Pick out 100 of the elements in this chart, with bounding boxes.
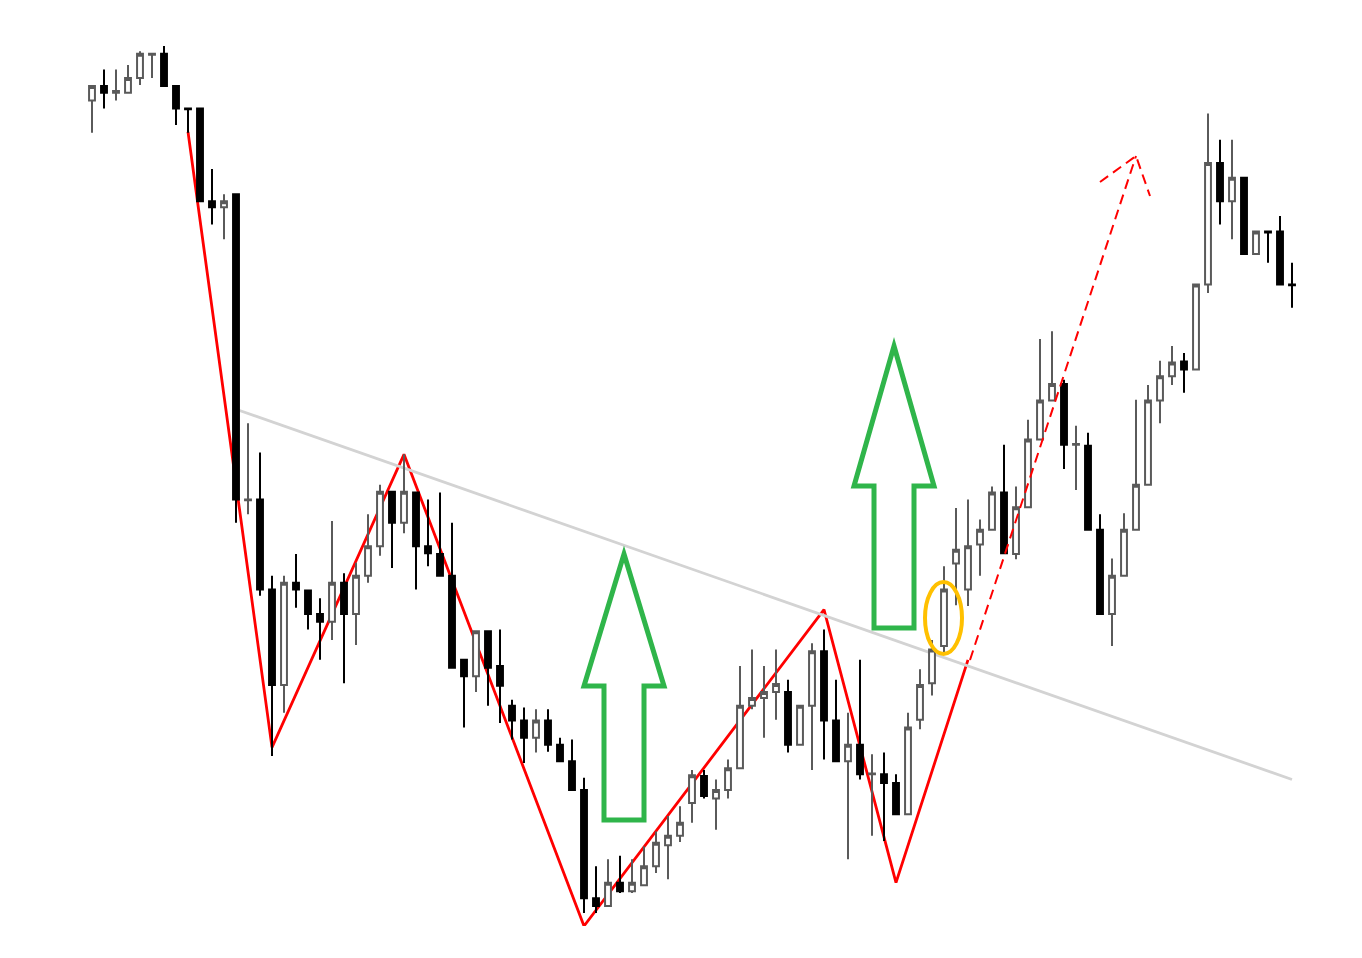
candlestick bbox=[916, 668, 924, 731]
candlestick bbox=[1084, 431, 1092, 531]
candlestick bbox=[280, 574, 288, 714]
candlestick bbox=[472, 630, 480, 693]
candlestick bbox=[292, 553, 300, 609]
candlestick bbox=[1096, 513, 1104, 615]
candlestick bbox=[496, 628, 504, 725]
candlestick bbox=[736, 664, 744, 770]
candlestick bbox=[436, 491, 444, 577]
candlestick bbox=[676, 805, 684, 843]
candlestick bbox=[880, 751, 888, 843]
candlestick bbox=[772, 648, 780, 721]
candlestick bbox=[184, 107, 192, 134]
candlestick bbox=[400, 453, 408, 535]
candlestick bbox=[100, 68, 108, 110]
candlestick bbox=[160, 46, 168, 87]
candlestick bbox=[136, 50, 144, 87]
candlestick bbox=[892, 773, 900, 816]
candlestick bbox=[364, 513, 372, 584]
candlestick bbox=[904, 711, 912, 816]
candlestick bbox=[1216, 138, 1224, 226]
candlestick bbox=[544, 708, 552, 753]
candlestick bbox=[988, 485, 996, 531]
candlestick bbox=[1192, 283, 1200, 371]
candlestick bbox=[760, 664, 768, 739]
candlestick bbox=[796, 704, 804, 746]
candlestick bbox=[1132, 398, 1140, 531]
candlestick bbox=[1108, 557, 1116, 647]
candlestick bbox=[340, 572, 348, 685]
candlestick bbox=[652, 830, 660, 875]
candlestick bbox=[616, 854, 624, 895]
candlestick bbox=[1036, 338, 1044, 441]
candlestick bbox=[1276, 214, 1284, 286]
candlestick bbox=[1252, 230, 1260, 256]
candlestick bbox=[868, 753, 876, 837]
candlestick bbox=[388, 490, 396, 569]
candlestick bbox=[88, 84, 96, 134]
candlestick bbox=[1264, 230, 1272, 264]
candlestick bbox=[580, 776, 588, 914]
candlestick bbox=[172, 84, 180, 126]
candlestick bbox=[1168, 344, 1176, 386]
candlestick bbox=[1240, 176, 1248, 256]
candlestick bbox=[820, 628, 828, 761]
candlestick bbox=[196, 107, 204, 203]
candlestick bbox=[832, 678, 840, 763]
candlestick bbox=[520, 706, 528, 764]
candlestick bbox=[604, 858, 612, 908]
candlestick bbox=[940, 565, 948, 654]
candlestick bbox=[556, 736, 564, 763]
candlestick bbox=[316, 597, 324, 661]
candlestick bbox=[484, 630, 492, 707]
candlestick bbox=[1060, 378, 1068, 471]
candlestick bbox=[304, 588, 312, 631]
candlestick bbox=[688, 768, 696, 824]
candlestick bbox=[712, 778, 720, 831]
candlestick bbox=[808, 642, 816, 771]
candlestick bbox=[1204, 112, 1212, 295]
candlestick bbox=[628, 858, 636, 895]
candlestick bbox=[1000, 443, 1008, 555]
candlestick bbox=[724, 758, 732, 800]
candlestick bbox=[640, 845, 648, 888]
candlestick bbox=[244, 422, 252, 516]
candlestick bbox=[1072, 424, 1080, 491]
candlestick bbox=[700, 768, 708, 800]
candlestick bbox=[1228, 138, 1236, 241]
candlestick bbox=[124, 64, 132, 95]
candlestick bbox=[1288, 261, 1296, 309]
candlestick bbox=[376, 483, 384, 557]
candlestick bbox=[844, 711, 852, 861]
candlestick bbox=[328, 520, 336, 641]
candlestick bbox=[352, 561, 360, 647]
candlestick bbox=[928, 638, 936, 697]
candlestick bbox=[148, 52, 156, 80]
candlestick bbox=[592, 865, 600, 914]
candlestick bbox=[1180, 351, 1188, 394]
candlestick bbox=[1156, 359, 1164, 425]
candlestick bbox=[112, 68, 120, 102]
candlestick bbox=[568, 738, 576, 791]
candlestick bbox=[1048, 330, 1056, 402]
candlestick bbox=[208, 168, 216, 226]
candlestick bbox=[784, 678, 792, 754]
candlestick bbox=[1144, 384, 1152, 486]
candlestick bbox=[256, 451, 264, 597]
candlestick bbox=[268, 574, 276, 758]
candlestick bbox=[532, 708, 540, 754]
candlestick bbox=[424, 498, 432, 568]
candlestick bbox=[664, 814, 672, 881]
candlestick bbox=[856, 658, 864, 781]
candlestick bbox=[964, 498, 972, 608]
candlestick bbox=[460, 658, 468, 729]
candlestick bbox=[412, 491, 420, 591]
candlestick bbox=[220, 193, 228, 241]
candlestick bbox=[748, 648, 756, 711]
candlestick bbox=[1024, 418, 1032, 509]
candlestick bbox=[508, 698, 516, 741]
candlestick bbox=[1120, 512, 1128, 577]
candlestick bbox=[448, 521, 456, 669]
candlestick bbox=[952, 507, 960, 607]
candlestick bbox=[1012, 485, 1020, 561]
candlestick bbox=[232, 193, 240, 524]
